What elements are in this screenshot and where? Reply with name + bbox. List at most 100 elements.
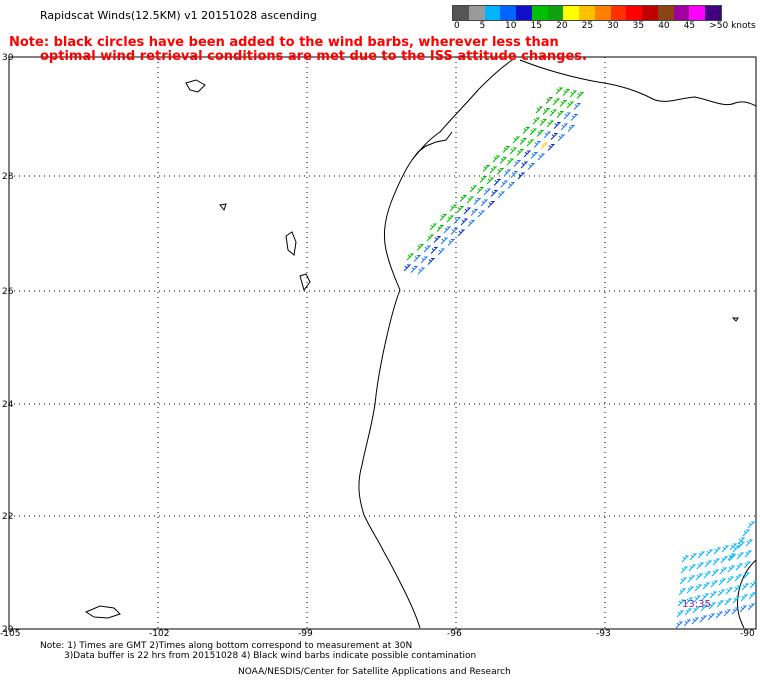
wind-barb [524,151,530,157]
wind-barb [541,143,547,149]
wind-barb [537,131,543,137]
wind-barb [407,254,413,260]
wind-barb [557,112,563,118]
wind-barb [530,129,536,135]
wind-barb [527,140,533,146]
lat-lon-grid [9,57,756,629]
wind-barb [750,582,756,588]
wind-barb [531,153,537,159]
wind-barb [441,238,447,244]
wind-barb [687,587,693,593]
wind-barb [711,581,717,587]
wind-barb [722,546,728,552]
wind-barb [546,98,552,104]
wind-barb [748,522,754,528]
wind-barb [487,178,493,184]
wind-barb [577,93,583,99]
wind-barb [712,570,718,576]
wind-barb [480,177,486,183]
wind-barb [704,572,710,578]
wind-barb [742,584,748,590]
wind-barb [513,137,519,143]
latitude-label: 22 [2,512,13,522]
legend-label: 0 [454,21,460,31]
wind-barb [726,588,732,594]
wind-barb [478,211,484,217]
wind-barb [451,229,457,235]
wind-barb [477,188,483,194]
legend-swatch [563,6,579,20]
wind-barb [448,240,454,246]
longitude-label: -105 [0,629,20,639]
longitude-label: -102 [149,629,169,639]
wind-barb [411,267,417,273]
wind-barb [543,109,549,115]
wind-barb [564,113,570,119]
wind-barb [511,172,517,178]
wind-barb [538,154,544,160]
wind-barb [521,162,527,168]
wind-barb [721,557,727,563]
wind-barb [503,147,509,153]
wind-barb [461,219,467,225]
legend-label: 5 [480,21,486,31]
legend-swatch [532,6,548,20]
wind-barb [508,183,514,189]
wind-barb [414,256,420,262]
wind-barb [708,614,714,620]
wind-barb [497,169,503,175]
wind-barb [743,530,749,536]
wind-barb [547,121,553,127]
legend-swatch [705,6,721,20]
wind-barb [468,221,474,227]
longitude-label: -96 [447,629,462,639]
wind-barb [554,123,560,129]
pass-time-label: 13:35 [682,599,711,610]
wind-barb [490,167,496,173]
wind-barb [563,90,569,96]
wind-barb [504,170,510,176]
wind-barb [417,245,423,251]
legend-swatch [674,6,690,20]
legend-swatch [579,6,595,20]
wind-barb [727,577,733,583]
wind-barb [680,578,686,584]
wind-barb [437,226,443,232]
legend-swatch [453,6,469,20]
legend-label: 25 [582,21,593,31]
attitude-note-line-2: optimal wind retrieval conditions are me… [40,49,587,64]
wind-barb [481,200,487,206]
wind-barb [430,224,436,230]
wind-barb [692,618,698,624]
wind-barb [690,554,696,560]
wind-barb [676,622,682,628]
wind-barb [471,210,477,216]
wind-barb [714,548,720,554]
wind-barbs [404,88,756,628]
wind-barb [458,230,464,236]
wind-barb [510,148,516,154]
wind-barb [540,120,546,126]
wind-barb [695,585,701,591]
wind-barb [528,164,534,170]
wind-barb [684,620,690,626]
wind-barb [418,268,424,274]
wind-barb [574,104,580,110]
wind-barb [717,601,723,607]
wind-barb [450,205,456,211]
wind-barb [474,199,480,205]
wind-barb [551,134,557,140]
wind-barb [454,218,460,224]
wind-barb [567,102,573,108]
wind-barb [431,248,437,254]
wind-barb [467,197,473,203]
wind-barb [728,566,734,572]
latitude-label: 28 [2,172,13,182]
wind-barb [550,110,556,116]
wind-barb [428,259,434,265]
wind-barb [700,616,706,622]
wind-barb [553,99,559,105]
wind-barb [421,257,427,263]
footer-credit: NOAA/NESDIS/Center for Satellite Applica… [238,667,511,677]
wind-speed-color-legend [452,5,722,21]
